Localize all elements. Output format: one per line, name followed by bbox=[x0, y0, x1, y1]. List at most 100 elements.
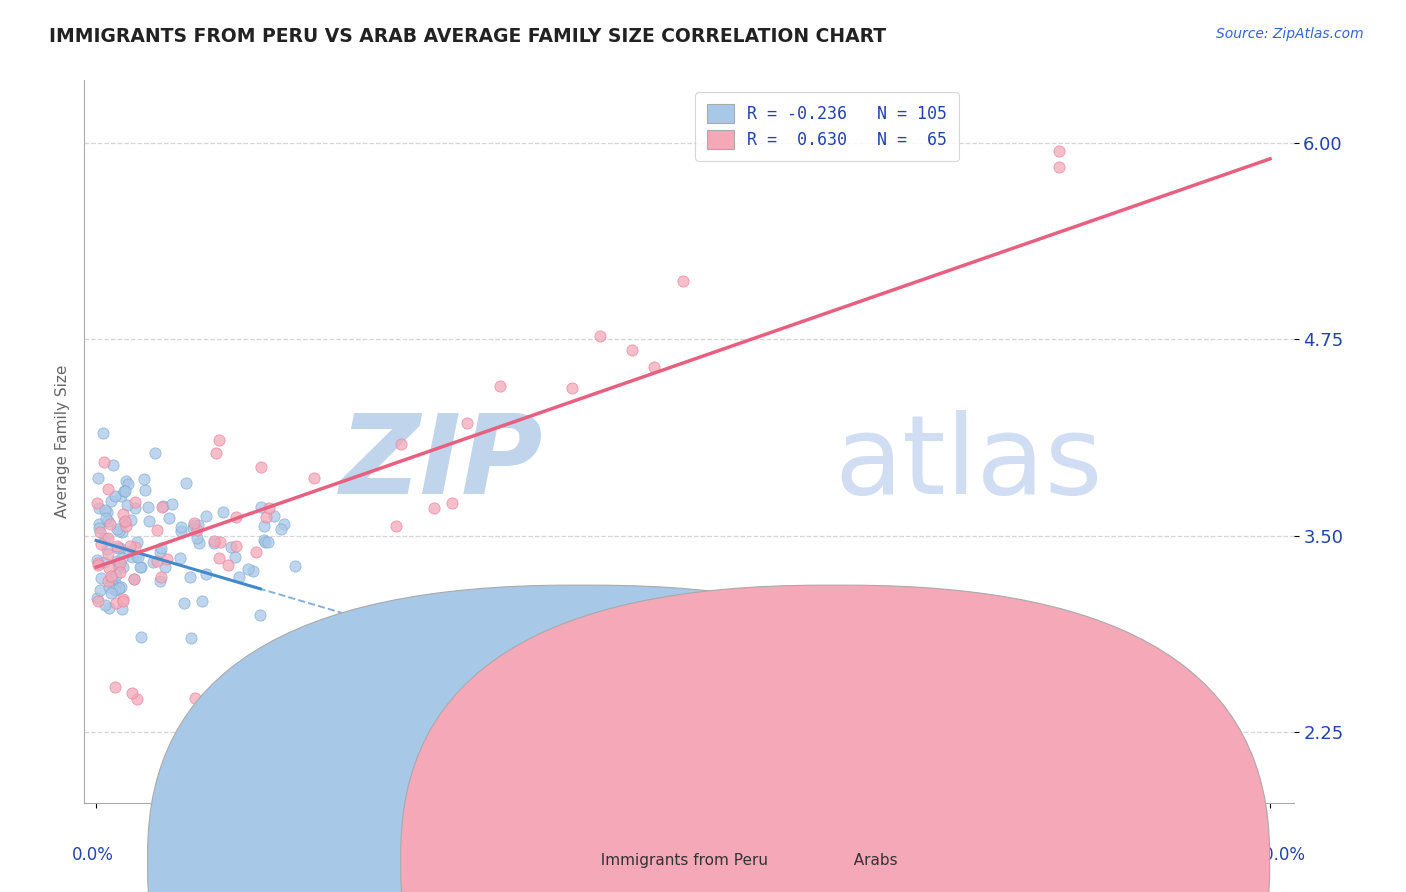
Point bbox=[104, 582, 127, 597]
Point bbox=[263, 508, 285, 523]
Point bbox=[254, 535, 277, 549]
Point bbox=[225, 539, 247, 553]
Point bbox=[93, 455, 115, 469]
Point bbox=[86, 496, 108, 510]
Point bbox=[156, 552, 179, 566]
Point bbox=[98, 600, 121, 615]
Point bbox=[183, 516, 205, 531]
Point bbox=[187, 517, 209, 532]
Point bbox=[105, 577, 128, 591]
Text: Immigrants from Peru: Immigrants from Peru bbox=[591, 854, 768, 868]
Point bbox=[101, 581, 124, 595]
Point bbox=[184, 690, 207, 705]
Point bbox=[127, 550, 149, 565]
Point bbox=[100, 586, 122, 600]
Y-axis label: Average Family Size: Average Family Size bbox=[55, 365, 70, 518]
Point bbox=[98, 581, 121, 595]
Point bbox=[114, 483, 136, 498]
Point bbox=[111, 602, 134, 616]
Point bbox=[202, 536, 225, 550]
Point bbox=[87, 521, 110, 535]
Text: 100.0%: 100.0% bbox=[1243, 847, 1306, 864]
Point bbox=[91, 425, 114, 440]
Point bbox=[96, 506, 118, 520]
Point bbox=[107, 541, 129, 556]
Point bbox=[253, 533, 276, 548]
Point bbox=[100, 568, 122, 582]
Point bbox=[283, 558, 305, 573]
Point bbox=[89, 524, 111, 539]
Point bbox=[202, 534, 225, 549]
Point bbox=[186, 523, 208, 537]
Point bbox=[146, 554, 169, 568]
Point bbox=[124, 494, 146, 508]
Point bbox=[97, 514, 120, 528]
Point bbox=[94, 510, 117, 524]
Point bbox=[94, 503, 117, 517]
Point bbox=[150, 500, 173, 514]
Point bbox=[183, 517, 205, 532]
Point bbox=[190, 594, 212, 608]
Point bbox=[117, 476, 139, 491]
Point bbox=[132, 472, 155, 486]
Text: Source: ZipAtlas.com: Source: ZipAtlas.com bbox=[1216, 27, 1364, 41]
Point bbox=[124, 572, 146, 586]
Point bbox=[160, 497, 183, 511]
Point bbox=[643, 360, 665, 375]
Point bbox=[149, 569, 172, 583]
Point bbox=[257, 535, 280, 549]
Point bbox=[228, 570, 250, 584]
Point bbox=[253, 519, 276, 533]
Point bbox=[107, 558, 129, 572]
Point bbox=[389, 437, 412, 451]
Point bbox=[194, 508, 217, 523]
Point bbox=[134, 483, 156, 497]
Point bbox=[105, 539, 128, 553]
Point bbox=[142, 555, 165, 569]
Point bbox=[115, 519, 138, 533]
Point bbox=[1047, 144, 1070, 158]
Point bbox=[100, 494, 122, 508]
Point bbox=[561, 381, 583, 395]
Point bbox=[97, 547, 120, 561]
Point bbox=[87, 558, 110, 572]
Point bbox=[118, 539, 141, 553]
Point bbox=[112, 560, 135, 574]
Point bbox=[170, 524, 193, 538]
Point bbox=[101, 571, 124, 585]
Text: IMMIGRANTS FROM PERU VS ARAB AVERAGE FAMILY SIZE CORRELATION CHART: IMMIGRANTS FROM PERU VS ARAB AVERAGE FAM… bbox=[49, 27, 886, 45]
Point bbox=[112, 507, 135, 521]
Point bbox=[385, 518, 408, 533]
Point bbox=[1047, 160, 1070, 174]
Point bbox=[90, 571, 112, 585]
Point bbox=[153, 560, 176, 574]
Point bbox=[212, 505, 235, 519]
Point bbox=[148, 574, 170, 589]
Point bbox=[107, 581, 129, 595]
Point bbox=[117, 545, 139, 559]
Point bbox=[86, 591, 108, 606]
Point bbox=[249, 500, 271, 515]
Point bbox=[110, 566, 132, 580]
Point bbox=[105, 522, 128, 536]
Point bbox=[152, 499, 174, 513]
Point bbox=[115, 474, 138, 488]
Point bbox=[183, 521, 205, 535]
Point bbox=[127, 692, 149, 706]
Point bbox=[104, 582, 127, 597]
Point bbox=[180, 632, 202, 646]
Point bbox=[112, 483, 135, 498]
Point bbox=[108, 556, 131, 570]
Point bbox=[89, 582, 111, 597]
Point bbox=[150, 541, 173, 555]
Point bbox=[225, 510, 247, 524]
Point bbox=[97, 482, 120, 496]
Point bbox=[589, 328, 612, 343]
Point bbox=[125, 535, 148, 549]
Text: atlas: atlas bbox=[834, 409, 1102, 516]
Point bbox=[93, 555, 115, 569]
Point bbox=[304, 471, 326, 485]
Point bbox=[157, 511, 180, 525]
Point bbox=[124, 501, 146, 516]
Point bbox=[621, 343, 644, 358]
